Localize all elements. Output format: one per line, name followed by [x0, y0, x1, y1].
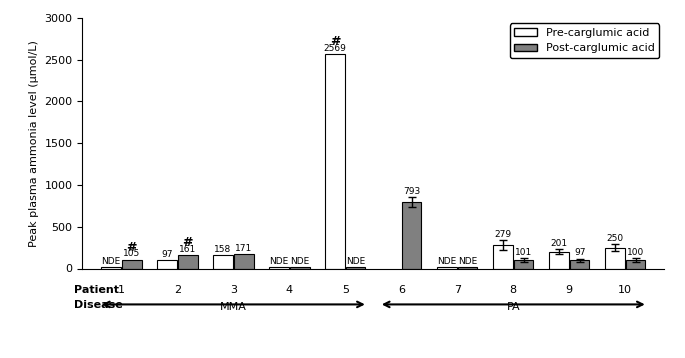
Text: 8: 8: [510, 285, 517, 295]
Text: 3: 3: [230, 285, 237, 295]
Bar: [178, 255, 197, 268]
Bar: [402, 202, 421, 268]
Bar: [626, 260, 645, 268]
Text: NDE: NDE: [290, 257, 310, 266]
Bar: [101, 267, 121, 268]
Text: NDE: NDE: [269, 257, 288, 266]
Text: 171: 171: [235, 244, 252, 253]
Text: #: #: [127, 241, 137, 254]
Y-axis label: Peak plasma ammonia level (μmol/L): Peak plasma ammonia level (μmol/L): [29, 40, 39, 247]
Bar: [234, 254, 253, 268]
Text: NDE: NDE: [101, 257, 121, 266]
Bar: [605, 248, 625, 268]
Text: 158: 158: [214, 245, 232, 254]
Text: Disease: Disease: [74, 300, 123, 310]
Text: 100: 100: [627, 248, 644, 257]
Text: Patient: Patient: [74, 285, 119, 295]
Text: 10: 10: [619, 285, 632, 295]
Text: #: #: [182, 236, 193, 249]
Text: 201: 201: [550, 239, 567, 248]
Bar: [514, 260, 534, 268]
Text: NDE: NDE: [346, 257, 365, 266]
Bar: [269, 267, 289, 268]
Text: 161: 161: [179, 245, 197, 254]
Text: 2569: 2569: [323, 44, 347, 53]
Text: MMA: MMA: [220, 302, 247, 312]
Text: NDE: NDE: [458, 257, 477, 266]
Text: 6: 6: [398, 285, 405, 295]
Text: PA: PA: [506, 302, 520, 312]
Text: #: #: [329, 35, 340, 48]
Text: 793: 793: [403, 187, 421, 196]
Bar: [458, 267, 477, 268]
Text: 9: 9: [566, 285, 573, 295]
Text: 97: 97: [161, 250, 173, 259]
Bar: [549, 252, 569, 268]
Bar: [325, 54, 345, 268]
Text: 97: 97: [574, 248, 586, 257]
Bar: [493, 245, 513, 268]
Text: 279: 279: [495, 230, 512, 239]
Text: 1: 1: [118, 285, 125, 295]
Bar: [158, 260, 177, 268]
Text: 7: 7: [453, 285, 461, 295]
Bar: [213, 255, 233, 268]
Bar: [346, 267, 366, 268]
Legend: Pre-carglumic acid, Post-carglumic acid: Pre-carglumic acid, Post-carglumic acid: [510, 24, 659, 58]
Text: 5: 5: [342, 285, 349, 295]
Text: 101: 101: [515, 248, 532, 257]
Text: 105: 105: [123, 250, 140, 258]
Bar: [122, 260, 142, 268]
Text: 2: 2: [174, 285, 181, 295]
Text: NDE: NDE: [437, 257, 457, 266]
Bar: [290, 267, 310, 268]
Bar: [570, 260, 589, 268]
Text: 250: 250: [606, 234, 623, 243]
Bar: [437, 267, 457, 268]
Text: 4: 4: [286, 285, 293, 295]
